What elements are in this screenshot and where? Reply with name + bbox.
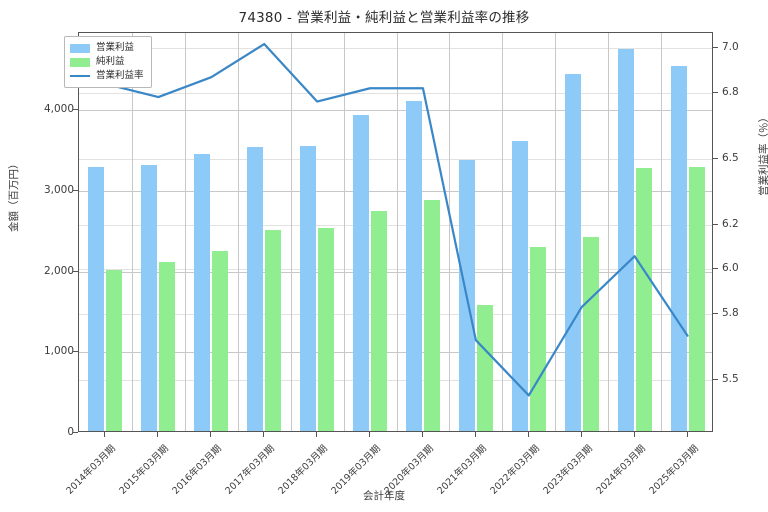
right-axis-tick-label: 7.0 — [722, 41, 739, 54]
legend-color-swatch-icon — [70, 57, 90, 67]
x-axis-tick-mark — [104, 432, 106, 437]
plot-area — [78, 32, 713, 432]
gridline-vertical — [237, 33, 239, 431]
bar — [212, 251, 229, 431]
x-axis-tick-mark — [474, 432, 476, 437]
legend-item: 営業利益率 — [70, 69, 144, 83]
left-axis-tick-label: 3,000 — [43, 184, 74, 197]
bar — [88, 167, 105, 431]
right-axis-tick-label: 5.5 — [722, 372, 739, 385]
legend-color-swatch-icon — [70, 43, 90, 53]
left-axis-tick-mark — [73, 109, 78, 111]
gridline-horizontal-right — [79, 379, 712, 381]
gridline-vertical — [661, 33, 663, 431]
x-axis-tick-mark — [421, 432, 423, 437]
bar — [265, 230, 282, 431]
bar — [141, 164, 158, 431]
gridline-vertical — [555, 33, 557, 431]
gridline-horizontal-right — [79, 48, 712, 50]
gridline-horizontal — [79, 110, 712, 112]
chart-title: 74380 - 営業利益・純利益と営業利益率の推移 — [238, 10, 530, 26]
right-axis-title: 営業利益率（％） — [758, 112, 768, 196]
legend-label: 営業利益 — [96, 42, 135, 54]
right-axis-tick-label: 6.5 — [722, 151, 739, 164]
bar — [582, 237, 599, 431]
line-path — [104, 42, 689, 397]
bar — [564, 73, 581, 431]
bar — [423, 199, 440, 431]
gridline-vertical — [449, 33, 451, 431]
bar — [159, 261, 176, 431]
legend-label: 純利益 — [96, 56, 125, 68]
right-axis-tick-mark — [713, 312, 718, 314]
x-axis-tick-mark — [369, 432, 371, 437]
left-axis-tick-mark — [73, 351, 78, 353]
legend-label: 営業利益率 — [96, 70, 144, 82]
bar — [635, 168, 652, 431]
left-axis-tick-mark — [73, 432, 78, 433]
bar — [353, 114, 370, 431]
x-axis-tick-mark — [316, 432, 318, 437]
right-axis-tick-label: 6.0 — [722, 262, 739, 275]
x-axis-tick-mark — [580, 432, 582, 437]
x-axis-title: 会計年度 — [363, 490, 405, 502]
gridline-horizontal — [79, 271, 712, 273]
gridline-horizontal — [79, 352, 712, 354]
gridline-vertical — [290, 33, 292, 431]
x-axis-tick-mark — [527, 432, 529, 437]
bar — [405, 101, 422, 431]
x-axis-tick-mark — [210, 432, 212, 437]
operating-margin-line-series — [104, 42, 689, 397]
gridline-horizontal-right — [79, 225, 712, 227]
bar — [194, 153, 211, 431]
left-axis-tick-mark — [73, 270, 78, 272]
x-axis-tick-mark — [686, 432, 688, 437]
left-axis-title: 金額（百万円） — [8, 158, 20, 233]
right-axis-tick-label: 6.8 — [722, 85, 739, 98]
bar — [318, 227, 335, 431]
gridline-horizontal-right — [79, 313, 712, 315]
gridline-vertical — [608, 33, 610, 431]
x-axis-tick-mark — [263, 432, 265, 437]
right-axis-tick-mark — [713, 378, 718, 380]
bar — [617, 48, 634, 431]
gridline-horizontal-right — [79, 269, 712, 271]
gridline-horizontal — [79, 191, 712, 193]
gridline-vertical — [396, 33, 398, 431]
left-axis-tick-label: 0 — [67, 426, 74, 438]
right-axis-tick-mark — [713, 268, 718, 270]
legend-item: 純利益 — [70, 55, 144, 69]
right-axis-tick-label: 6.2 — [722, 218, 739, 231]
gridline-vertical — [184, 33, 186, 431]
left-axis-tick-mark — [73, 190, 78, 192]
bar — [688, 167, 705, 431]
bar — [511, 140, 528, 431]
left-axis-tick-label: 1,000 — [43, 345, 74, 358]
bar — [106, 269, 123, 431]
bar — [247, 147, 264, 431]
legend-line-swatch-icon — [70, 75, 90, 77]
bar — [371, 210, 388, 431]
gridline-horizontal-right — [79, 92, 712, 94]
x-axis-tick-mark — [157, 432, 159, 437]
right-axis-tick-label: 5.8 — [722, 306, 739, 319]
left-axis-tick-label: 2,000 — [43, 264, 74, 277]
x-axis-tick-mark — [633, 432, 635, 437]
right-axis-tick-mark — [713, 91, 718, 93]
gridline-horizontal-right — [79, 158, 712, 160]
legend-item: 営業利益 — [70, 41, 144, 55]
right-axis-tick-mark — [713, 47, 718, 49]
gridline-vertical — [131, 33, 133, 431]
right-axis-tick-mark — [713, 224, 718, 226]
bar — [670, 65, 687, 431]
gridline-vertical — [502, 33, 504, 431]
bar — [300, 145, 317, 431]
bar — [476, 305, 493, 431]
chart-legend: 営業利益純利益営業利益率 — [64, 36, 152, 88]
left-axis-tick-label: 4,000 — [43, 103, 74, 116]
gridline-vertical — [343, 33, 345, 431]
right-axis-tick-mark — [713, 157, 718, 159]
